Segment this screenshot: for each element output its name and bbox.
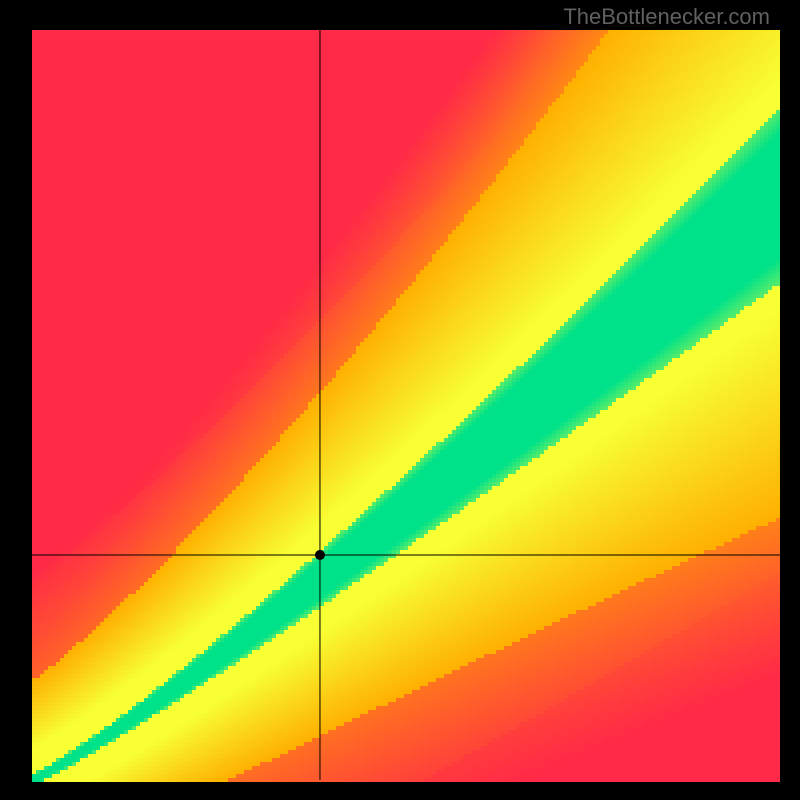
heatmap-canvas bbox=[0, 0, 800, 800]
chart-container: TheBottlenecker.com bbox=[0, 0, 800, 800]
watermark-text: TheBottlenecker.com bbox=[563, 4, 770, 30]
